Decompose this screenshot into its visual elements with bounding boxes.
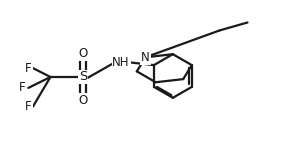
Text: O: O [79, 47, 88, 60]
Text: O: O [79, 94, 88, 107]
Text: N: N [141, 51, 150, 64]
Text: F: F [25, 100, 32, 113]
Text: F: F [19, 81, 26, 94]
Text: F: F [25, 62, 32, 75]
Text: S: S [79, 71, 88, 83]
Text: NH: NH [112, 56, 130, 69]
